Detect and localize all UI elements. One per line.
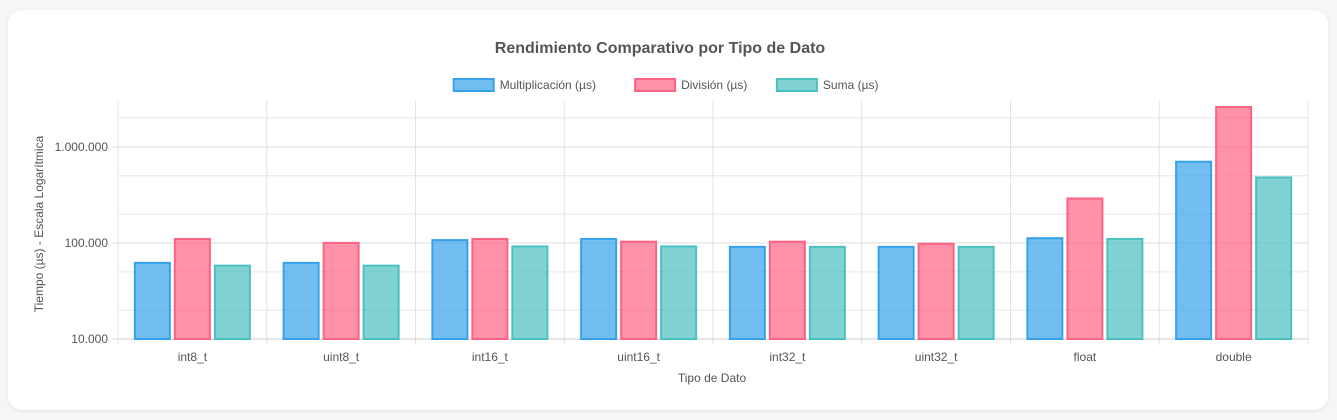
y-axis-title: Tiempo (µs) - Escala Logarítmica	[32, 135, 46, 312]
legend-item-1[interactable]: División (µs)	[634, 78, 747, 92]
x-tick-label: uint16_t	[617, 350, 660, 364]
bar-chart: Rendimiento Comparativo por Tipo de Dato…	[32, 40, 1309, 385]
x-tick-label: uint8_t	[323, 350, 360, 364]
legend-swatch	[634, 78, 677, 92]
legend-swatch	[452, 78, 495, 92]
bars	[133, 105, 1293, 341]
legend-item-2[interactable]: Suma (µs)	[775, 78, 879, 92]
bar-double-0[interactable]	[1175, 160, 1213, 340]
x-axis-title: Tipo de Dato	[678, 371, 747, 385]
bar-int32_t-0[interactable]	[728, 245, 766, 340]
bar-uint32_t-2[interactable]	[957, 245, 995, 340]
x-tick-label: int16_t	[472, 350, 509, 364]
bar-uint8_t-2[interactable]	[362, 264, 400, 340]
y-tick-label: 1.000.000	[55, 140, 109, 154]
bar-uint32_t-0[interactable]	[877, 245, 915, 340]
bar-int8_t-2[interactable]	[213, 264, 251, 340]
bar-uint8_t-0[interactable]	[282, 261, 320, 340]
legend-item-0[interactable]: Multiplicación (µs)	[452, 78, 596, 92]
bar-double-2[interactable]	[1255, 176, 1293, 340]
bar-double-1[interactable]	[1215, 105, 1253, 340]
legend-swatch	[775, 78, 818, 92]
bar-int16_t-0[interactable]	[431, 239, 469, 341]
bar-float-2[interactable]	[1106, 237, 1144, 341]
bar-int8_t-0[interactable]	[133, 261, 171, 340]
y-tick-label: 100.000	[65, 236, 109, 250]
bar-uint16_t-1[interactable]	[620, 240, 658, 340]
x-tick-label: uint32_t	[915, 350, 958, 364]
bar-int16_t-2[interactable]	[511, 245, 549, 340]
bar-float-1[interactable]	[1066, 197, 1104, 340]
bar-int16_t-1[interactable]	[471, 237, 509, 341]
chart-title: Rendimiento Comparativo por Tipo de Dato	[495, 40, 826, 57]
x-tick-label: int8_t	[178, 350, 208, 364]
bar-uint16_t-0[interactable]	[580, 237, 618, 341]
legend-label: Multiplicación (µs)	[500, 78, 596, 92]
bar-int32_t-2[interactable]	[808, 245, 846, 340]
x-tick-label: int32_t	[769, 350, 806, 364]
chart-card: Rendimiento Comparativo por Tipo de Dato…	[8, 10, 1328, 410]
x-tick-label: double	[1216, 350, 1252, 364]
legend-label: División (µs)	[681, 78, 747, 92]
y-tick-label: 10.000	[71, 332, 108, 346]
ticks: 10.000 100.000 1.000.000 int8_t uint8_t int16…	[55, 140, 1252, 364]
bar-uint8_t-1[interactable]	[322, 241, 360, 340]
bar-int8_t-1[interactable]	[173, 237, 211, 341]
legend-label: Suma (µs)	[823, 78, 879, 92]
bar-uint32_t-1[interactable]	[917, 242, 955, 340]
bar-uint16_t-2[interactable]	[660, 245, 698, 340]
bar-int32_t-1[interactable]	[768, 240, 806, 340]
legend: Multiplicación (µs) División (µs) Suma (µs…	[452, 78, 879, 92]
x-tick-label: float	[1074, 350, 1097, 364]
bar-float-0[interactable]	[1026, 237, 1064, 340]
